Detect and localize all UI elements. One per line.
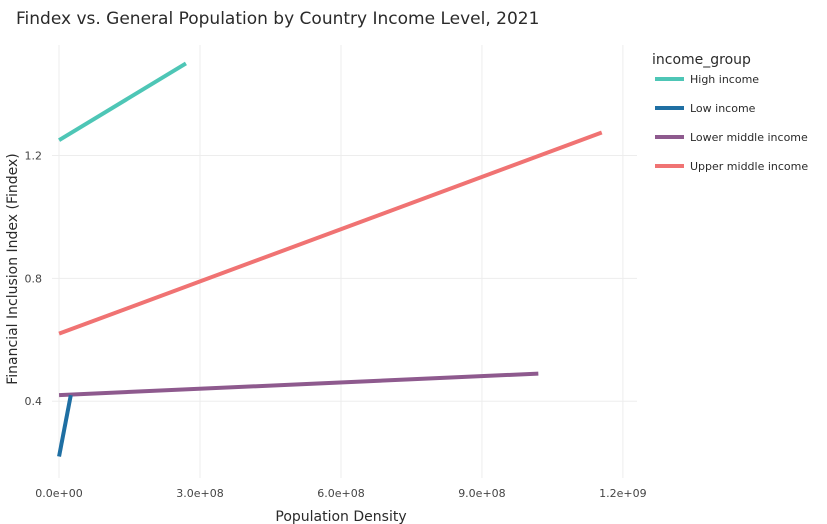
series-line-low-income	[57, 394, 73, 457]
x-tick-label-0: 0.0e+00	[35, 487, 82, 500]
x-tick-label-3: 9.0e+08	[458, 487, 505, 500]
x-axis-title: Population Density	[275, 509, 406, 524]
legend-label-lower-middle-income: Lower middle income	[690, 131, 808, 144]
x-tick-label-1: 3.0e+08	[176, 487, 223, 500]
legend-label-low-income: Low income	[690, 102, 756, 115]
legend-title: income_group	[652, 52, 751, 68]
legend-label-upper-middle-income: Upper middle income	[690, 160, 808, 173]
y-axis-title: Financial Inclusion Index (Findex)	[5, 153, 21, 385]
y-tick-label-0: 0.4	[25, 395, 43, 408]
grid	[52, 45, 637, 478]
series-line-lower-middle-income	[58, 371, 539, 398]
series-line-high-income	[58, 61, 187, 142]
legend-items: High income Low income Lower middle income…	[655, 73, 808, 173]
chart-title: Findex vs. General Population by Country…	[16, 9, 539, 29]
y-axis-ticks: 0.4 0.8 1.2	[25, 150, 43, 409]
legend-label-high-income: High income	[690, 73, 759, 86]
x-axis-ticks: 0.0e+00 3.0e+08 6.0e+08 9.0e+08 1.2e+09	[35, 487, 646, 500]
y-tick-label-2: 1.2	[25, 150, 43, 163]
series-line-upper-middle-income	[58, 130, 603, 336]
x-tick-label-4: 1.2e+09	[599, 487, 646, 500]
legend: income_group High income Low income Lower …	[652, 52, 808, 173]
y-tick-label-1: 0.8	[25, 272, 43, 285]
x-tick-label-2: 6.0e+08	[317, 487, 364, 500]
series-lines	[57, 61, 603, 457]
